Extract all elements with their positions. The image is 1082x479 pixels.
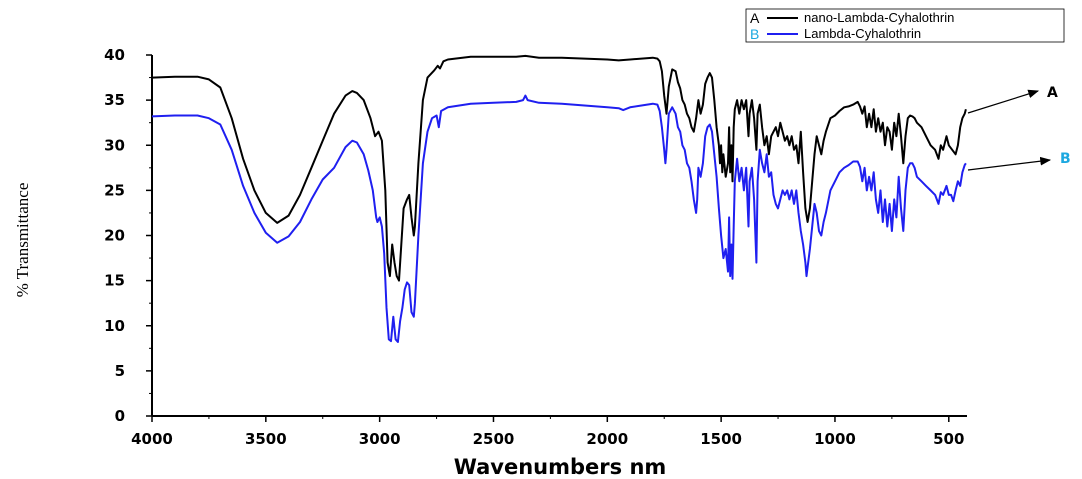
legend-label-a: nano-Lambda-Cyhalothrin [804,10,954,25]
legend-letter-a: A [750,10,760,26]
curve-annotation-b: B [967,151,1071,171]
x-tick-label: 1500 [700,430,742,448]
x-tick-label: 3000 [359,430,401,448]
legend-box [745,8,1065,43]
x-tick-label: 2500 [473,430,515,448]
y-axis: 0 5 10 15 20 25 30 35 40 [104,46,153,425]
y-tick-label: 25 [104,181,125,199]
y-axis-title: % Transmittance [13,183,32,298]
annotation-arrow-a [967,89,1040,114]
curve-annotation-a: A [967,85,1058,114]
x-axis-ticks: 4000 3500 3000 2500 2000 1500 1000 500 [131,416,964,448]
y-tick-label: 30 [104,136,125,154]
legend-letter-b: B [750,26,759,42]
annotation-label-a: A [1047,85,1058,101]
x-tick-label: 3500 [245,430,287,448]
y-tick-label: 10 [104,317,125,335]
x-tick-label: 500 [933,430,964,448]
x-tick-label: 1000 [814,430,856,448]
x-axis-title: Wavenumbers nm [454,455,667,479]
y-tick-label: 0 [115,407,125,425]
legend-entry-b: B Lambda-Cyhalothrin [750,26,921,42]
x-axis: 4000 3500 3000 2500 2000 1500 1000 500 [131,415,967,448]
annotation-arrow-b [967,156,1052,171]
legend: A nano-Lambda-Cyhalothrin B Lambda-Cyhal… [745,8,1065,43]
x-tick-label: 4000 [131,430,173,448]
y-tick-label: 5 [115,362,125,380]
y-tick-label: 15 [104,272,125,290]
y-tick-label: 35 [104,91,125,109]
series-line-a [151,54,967,282]
y-tick-label: 20 [104,227,125,245]
y-tick-label: 40 [104,46,125,64]
x-tick-label: 2000 [586,430,628,448]
legend-entry-a: A nano-Lambda-Cyhalothrin [750,10,954,26]
annotation-label-b: B [1060,151,1071,167]
legend-label-b: Lambda-Cyhalothrin [804,26,921,41]
series-layer [151,54,967,343]
y-axis-ticks: 0 5 10 15 20 25 30 35 40 [104,46,152,425]
series-line-b [151,94,967,343]
